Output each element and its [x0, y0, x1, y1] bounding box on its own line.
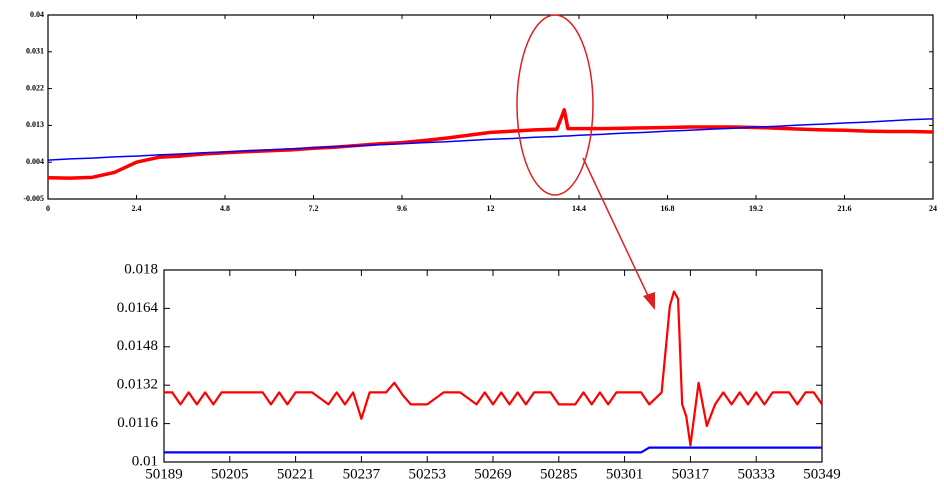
y-tick-label: 0.013 [26, 120, 44, 129]
highlight-ellipse [516, 14, 594, 196]
x-tick-label: 2.4 [132, 204, 142, 213]
data-line [164, 446, 822, 454]
arrow-head [643, 292, 655, 310]
y-tick-label: 0.022 [26, 83, 44, 92]
x-tick-label: 50301 [606, 466, 644, 482]
x-tick-label: 7.2 [309, 204, 319, 213]
y-tick-label: 0.004 [26, 157, 44, 166]
x-tick-label: 21.6 [838, 204, 852, 213]
y-tick-label: 0.018 [124, 261, 158, 277]
overview-chart: -0.005 0.004 0.013 0.022 0.031 0.04 0 2.4 4.8 7.2… [23, 10, 937, 213]
x-tick-label: 50333 [737, 466, 775, 482]
y-tick-label: 0.0164 [117, 300, 159, 316]
x-tick-label: 50285 [540, 466, 578, 482]
data-line [164, 290, 823, 447]
data-line [47, 118, 934, 161]
y-tick-label: 0.0116 [117, 415, 158, 431]
plot-frame [163, 269, 823, 463]
y-tick-label: 0.031 [26, 47, 44, 56]
y-tick-label: 0.01 [132, 453, 158, 469]
y-tick-label: 0.0132 [117, 377, 158, 393]
x-tick-label: 50269 [474, 466, 512, 482]
x-tick-label: 50205 [211, 466, 249, 482]
x-tick-label: 50237 [343, 466, 381, 482]
zoom-chart: 0.01 0.0116 0.0132 0.0148 0.0164 0.018 50189 50… [117, 261, 841, 482]
plot-frame [47, 14, 934, 200]
x-tick-label: 0 [46, 204, 50, 213]
y-tick-label: -0.005 [23, 194, 44, 203]
x-tick-label: 9.6 [397, 204, 407, 213]
x-tick-label: 4.8 [220, 204, 230, 213]
x-tick-label: 16.8 [661, 204, 675, 213]
x-tick-label: 14.4 [572, 204, 586, 213]
x-tick-label: 24 [929, 204, 937, 213]
x-tick-label: 50189 [145, 466, 183, 482]
arrow [582, 157, 651, 301]
x-tick-label: 50253 [408, 466, 446, 482]
x-tick-label: 50221 [277, 466, 315, 482]
x-tick-label: 50317 [672, 466, 710, 482]
x-tick-label: 50349 [803, 466, 841, 482]
x-tick-label: 19.2 [749, 204, 763, 213]
y-tick-label: 0.04 [30, 10, 44, 19]
y-tick-label: 0.0148 [117, 338, 158, 354]
x-tick-label: 12 [487, 204, 495, 213]
data-line [47, 108, 934, 180]
